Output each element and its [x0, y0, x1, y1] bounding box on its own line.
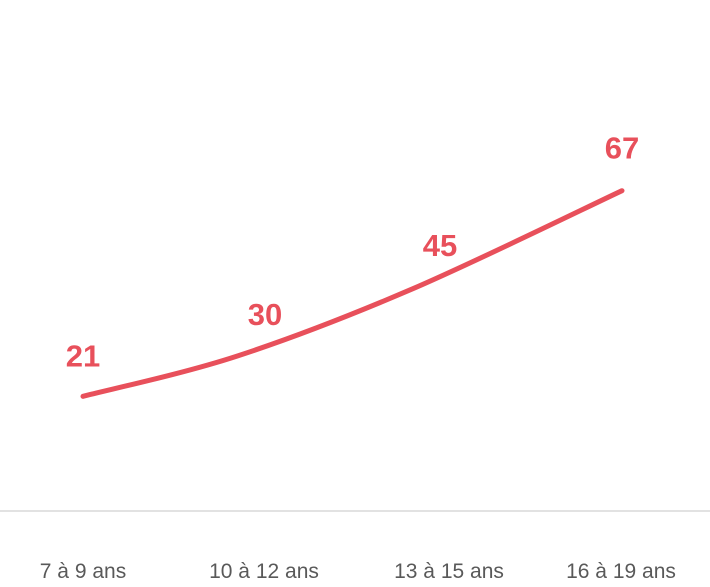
x-tick-label: 13 à 15 ans — [394, 560, 504, 583]
data-labels: 21 30 45 67 — [66, 131, 639, 374]
data-label: 30 — [248, 297, 282, 332]
x-tick-label: 7 à 9 ans — [40, 560, 126, 583]
data-label: 67 — [605, 131, 639, 166]
x-tick-labels: 7 à 9 ans 10 à 12 ans 13 à 15 ans 16 à 19 a… — [40, 560, 676, 583]
series-line — [80, 188, 625, 399]
x-tick-label: 16 à 19 ans — [566, 560, 676, 583]
data-label: 45 — [423, 228, 457, 263]
x-tick-label: 10 à 12 ans — [209, 560, 319, 583]
data-label: 21 — [66, 338, 100, 373]
